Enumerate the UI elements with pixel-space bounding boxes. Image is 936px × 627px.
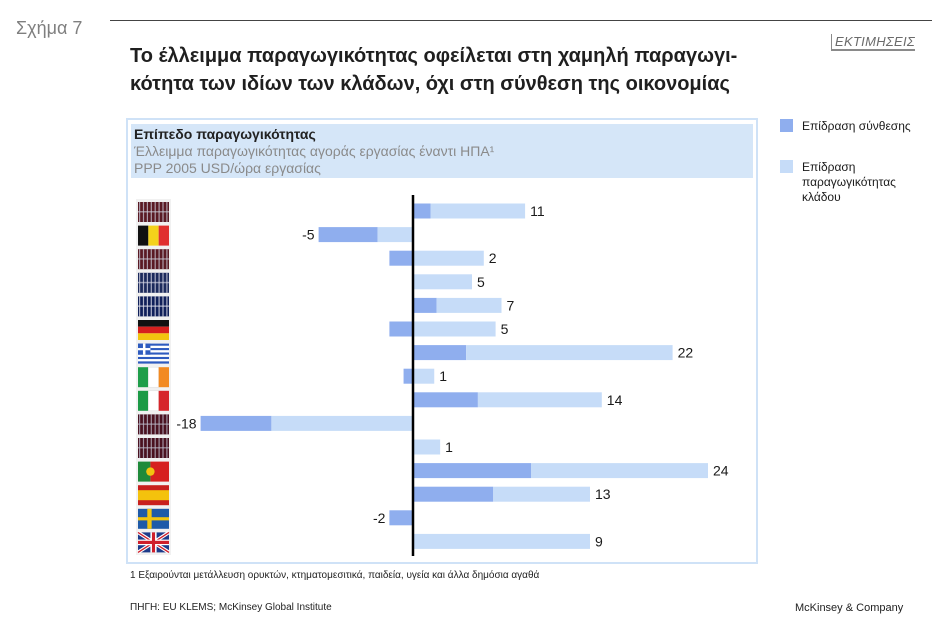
- data-label: -2: [373, 510, 386, 526]
- data-label: 1: [439, 368, 447, 384]
- data-label: 1: [445, 439, 453, 455]
- title-line-1: Το έλλειμμα παραγωγικότητας οφείλεται στ…: [130, 45, 738, 67]
- flag-icon-uk: [137, 530, 170, 554]
- bar-composition: [413, 463, 531, 479]
- bar-composition: [413, 297, 437, 313]
- chart-title: Το έλλειμμα παραγωγικότητας οφείλεται στ…: [130, 42, 820, 98]
- data-label: 9: [595, 533, 603, 549]
- bar-productivity: [477, 392, 602, 408]
- flag-icon-sweden: [138, 508, 169, 529]
- data-label: 22: [678, 345, 694, 361]
- bar-composition: [413, 486, 494, 502]
- flag-icon-3: [138, 249, 169, 270]
- bar-composition: [413, 203, 431, 219]
- flag-icon-11: [138, 438, 169, 458]
- bar-productivity: [413, 321, 496, 337]
- flag-icon-germany: [138, 320, 169, 340]
- flag-icon-spain: [138, 485, 169, 506]
- data-label: 5: [477, 274, 485, 290]
- bar-composition: [403, 368, 413, 384]
- bar-composition: [318, 227, 378, 243]
- bar-productivity: [377, 227, 413, 243]
- bar-composition: [389, 321, 413, 337]
- brand-name: McKinsey & Company: [795, 602, 904, 614]
- chart-panel: [126, 118, 758, 564]
- bar-composition: [200, 415, 272, 431]
- data-label: 24: [713, 463, 729, 479]
- legend-label-productivity: Επίδραση παραγωγικότητας κλάδου: [802, 160, 896, 204]
- flag-icon-10: [138, 414, 169, 435]
- title-line-2: κότητα των ιδίων των κλάδων, όχι στη σύν…: [130, 73, 730, 95]
- data-label: 14: [607, 392, 623, 408]
- bar-composition: [413, 345, 467, 361]
- bar-productivity: [531, 463, 708, 479]
- data-label: 13: [595, 486, 611, 502]
- bar-productivity: [436, 297, 502, 313]
- chart-header-title: Επίπεδο παραγωγικότητας: [134, 126, 316, 142]
- data-label: 11: [530, 203, 545, 219]
- data-label: 7: [507, 297, 515, 313]
- bar-productivity: [413, 274, 472, 290]
- bar-productivity: [413, 250, 484, 266]
- flag-icon-ireland: [138, 366, 169, 388]
- bar-productivity: [413, 439, 441, 455]
- bar-productivity: [466, 345, 673, 361]
- bar-productivity: [413, 533, 590, 549]
- flag-icon-portugal: [138, 461, 169, 482]
- chart-header-subtitle: Έλλειμμα παραγωγικότητας αγοράς εργασίας…: [134, 143, 495, 159]
- bar-composition: [413, 392, 478, 408]
- chart-header-box: [131, 124, 753, 178]
- data-label: -18: [176, 415, 196, 431]
- bar-productivity: [271, 415, 413, 431]
- bar-productivity: [493, 486, 590, 502]
- figure-label: Σχήμα 7: [16, 18, 83, 38]
- flag-icon-5: [138, 296, 169, 317]
- estimates-stamp: ΕΚΤΙΜΗΣΕΙΣ: [831, 34, 915, 51]
- bar-productivity: [413, 368, 435, 384]
- data-label: 2: [489, 250, 497, 266]
- flag-icon-italy: [138, 390, 169, 412]
- flag-icon-4: [138, 272, 169, 293]
- footnote: 1 Εξαιρούνται μετάλλευση ορυκτών, κτηματ…: [130, 570, 540, 581]
- flag-icon-greece: [138, 343, 169, 364]
- legend-label-composition: Επίδραση σύνθεσης: [802, 119, 911, 133]
- source-note: ΠΗΓΗ: EU KLEMS; McKinsey Global Institut…: [130, 602, 332, 613]
- chart-header-unit: PPP 2005 USD/ώρα εργασίας: [134, 160, 321, 176]
- top-rule: [110, 20, 932, 21]
- legend-swatch-composition: [780, 119, 793, 132]
- bar-productivity: [430, 203, 526, 219]
- data-label: 5: [501, 321, 509, 337]
- flag-icon-belgium: [138, 225, 169, 246]
- data-label: -5: [302, 227, 315, 243]
- flag-icon-1: [138, 202, 169, 222]
- bar-composition: [389, 510, 413, 526]
- legend-swatch-productivity: [780, 160, 793, 173]
- bar-composition: [389, 250, 413, 266]
